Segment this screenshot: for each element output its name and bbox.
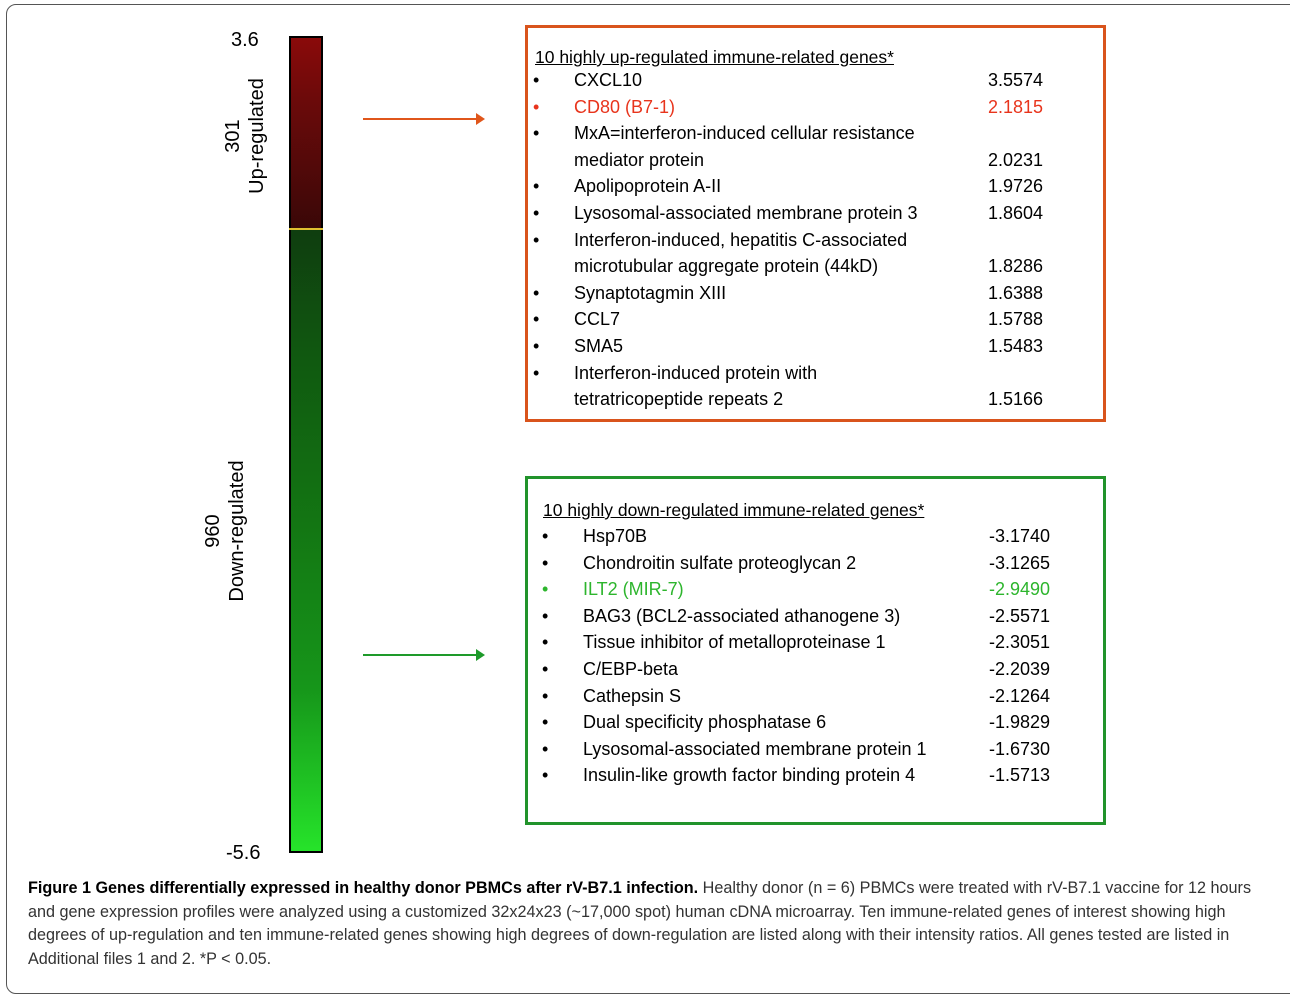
bullet-icon: • [542, 765, 549, 786]
bullet-icon: • [542, 605, 549, 626]
gene-ratio-value: 1.9726 [988, 176, 1044, 197]
gene-name: SMA5 [574, 336, 624, 356]
caption-text: Healthy donor (n = 6) PBMCs were treated… [28, 879, 1252, 968]
gene-name: Lysosomal-associated membrane protein 3 [574, 203, 918, 223]
gene-ratio-value: 2.0231 [988, 149, 1044, 170]
gene-name: MxA=interferon-induced cellular resistan… [574, 123, 915, 144]
bullet-icon: • [533, 123, 540, 144]
up-box-title: 10 highly up-regulated immune-related ge… [535, 47, 894, 67]
bullet-icon: • [542, 712, 549, 733]
gene-name: tetratricopeptide repeats 2 [574, 389, 784, 410]
bullet-icon: • [542, 526, 549, 546]
gene-ratio-value: 2.1815 [988, 96, 1044, 117]
gene-name: BAG3 (BCL2-associated athanogene 3) [583, 605, 901, 626]
bullet-icon: • [533, 336, 540, 356]
down-regulated-label: 960 Down-regulated [201, 451, 251, 611]
bullet-icon: • [533, 282, 540, 303]
up-regulated-genes-box: 10 highly up-regulated immune-related ge… [525, 25, 1106, 422]
caption-title: Figure 1 Genes differentially expressed … [28, 879, 699, 897]
scale-top-label: 3.6 [231, 29, 259, 51]
heatmap-bar [289, 36, 323, 853]
gene-name: Synaptotagmin XIII [574, 282, 727, 303]
gene-name: ILT2 (MIR-7) [583, 579, 684, 600]
bullet-icon: • [533, 96, 540, 117]
down-regulated-genes-box: 10 highly down-regulated immune-related … [525, 476, 1106, 825]
gene-name: Tissue inhibitor of metalloproteinase 1 [583, 632, 886, 653]
gene-name: microtubular aggregate protein (44kD) [574, 256, 879, 277]
bullet-icon: • [533, 309, 540, 330]
gene-ratio-value: 1.8604 [988, 203, 1044, 223]
gene-ratio-value: -2.9490 [989, 579, 1051, 600]
gene-name: Insulin-like growth factor binding prote… [583, 765, 916, 786]
heatmap-divider [289, 228, 323, 230]
bullet-icon: • [533, 70, 540, 90]
bullet-icon: • [542, 632, 549, 653]
bullet-icon: • [533, 203, 540, 223]
down-label-text: Down-regulated [226, 460, 248, 602]
bullet-icon: • [533, 176, 540, 197]
gene-ratio-value: -2.3051 [989, 632, 1051, 653]
up-regulated-label: 301 Up-regulated [221, 56, 271, 216]
bullet-icon: • [542, 579, 549, 600]
arrow-right-icon [363, 113, 485, 125]
gene-name: CD80 (B7-1) [574, 96, 676, 117]
scale-bottom-label: -5.6 [226, 842, 261, 864]
gene-name: Apolipoprotein A-II [574, 176, 722, 197]
gene-ratio-value: -2.1264 [989, 685, 1051, 706]
gene-ratio-value: 3.5574 [988, 70, 1044, 90]
gene-ratio-value: -2.2039 [989, 659, 1051, 679]
gene-name: Interferon-induced, hepatitis C-associat… [574, 229, 908, 250]
bullet-icon: • [533, 229, 540, 250]
gene-ratio-value: -3.1265 [989, 552, 1051, 573]
arrow-right-icon [363, 649, 485, 661]
up-label-text: Up-regulated [246, 78, 268, 194]
gene-name: C/EBP-beta [583, 659, 679, 679]
gene-ratio-value: -1.6730 [989, 738, 1051, 759]
gene-ratio-value: -1.5713 [989, 765, 1051, 786]
gene-ratio-value: -1.9829 [989, 712, 1051, 733]
gene-name: Lysosomal-associated membrane protein 1 [583, 738, 927, 759]
gene-name: CCL7 [574, 309, 621, 330]
down-box-title: 10 highly down-regulated immune-related … [543, 500, 925, 520]
gene-ratio-value: 1.5166 [988, 389, 1044, 410]
bullet-icon: • [542, 659, 549, 679]
gene-name: Cathepsin S [583, 685, 682, 706]
bullet-icon: • [542, 685, 549, 706]
gene-name: CXCL10 [574, 70, 643, 90]
gene-name: Interferon-induced protein with [574, 362, 818, 383]
gene-name: mediator protein [574, 149, 705, 170]
gene-name: Chondroitin sulfate proteoglycan 2 [583, 552, 857, 573]
gene-name: Hsp70B [583, 526, 648, 546]
gene-ratio-value: -3.1740 [989, 526, 1051, 546]
gene-name: Dual specificity phosphatase 6 [583, 712, 827, 733]
gene-ratio-value: 1.5483 [988, 336, 1044, 356]
bullet-icon: • [542, 552, 549, 573]
down-count: 960 [202, 514, 224, 548]
gene-ratio-value: -2.5571 [989, 605, 1051, 626]
bullet-icon: • [542, 738, 549, 759]
up-count: 301 [222, 119, 244, 153]
gene-ratio-value: 1.8286 [988, 256, 1044, 277]
bullet-icon: • [533, 362, 540, 383]
gene-ratio-value: 1.6388 [988, 282, 1044, 303]
gene-ratio-value: 1.5788 [988, 309, 1044, 330]
figure-caption: Figure 1 Genes differentially expressed … [28, 877, 1268, 971]
